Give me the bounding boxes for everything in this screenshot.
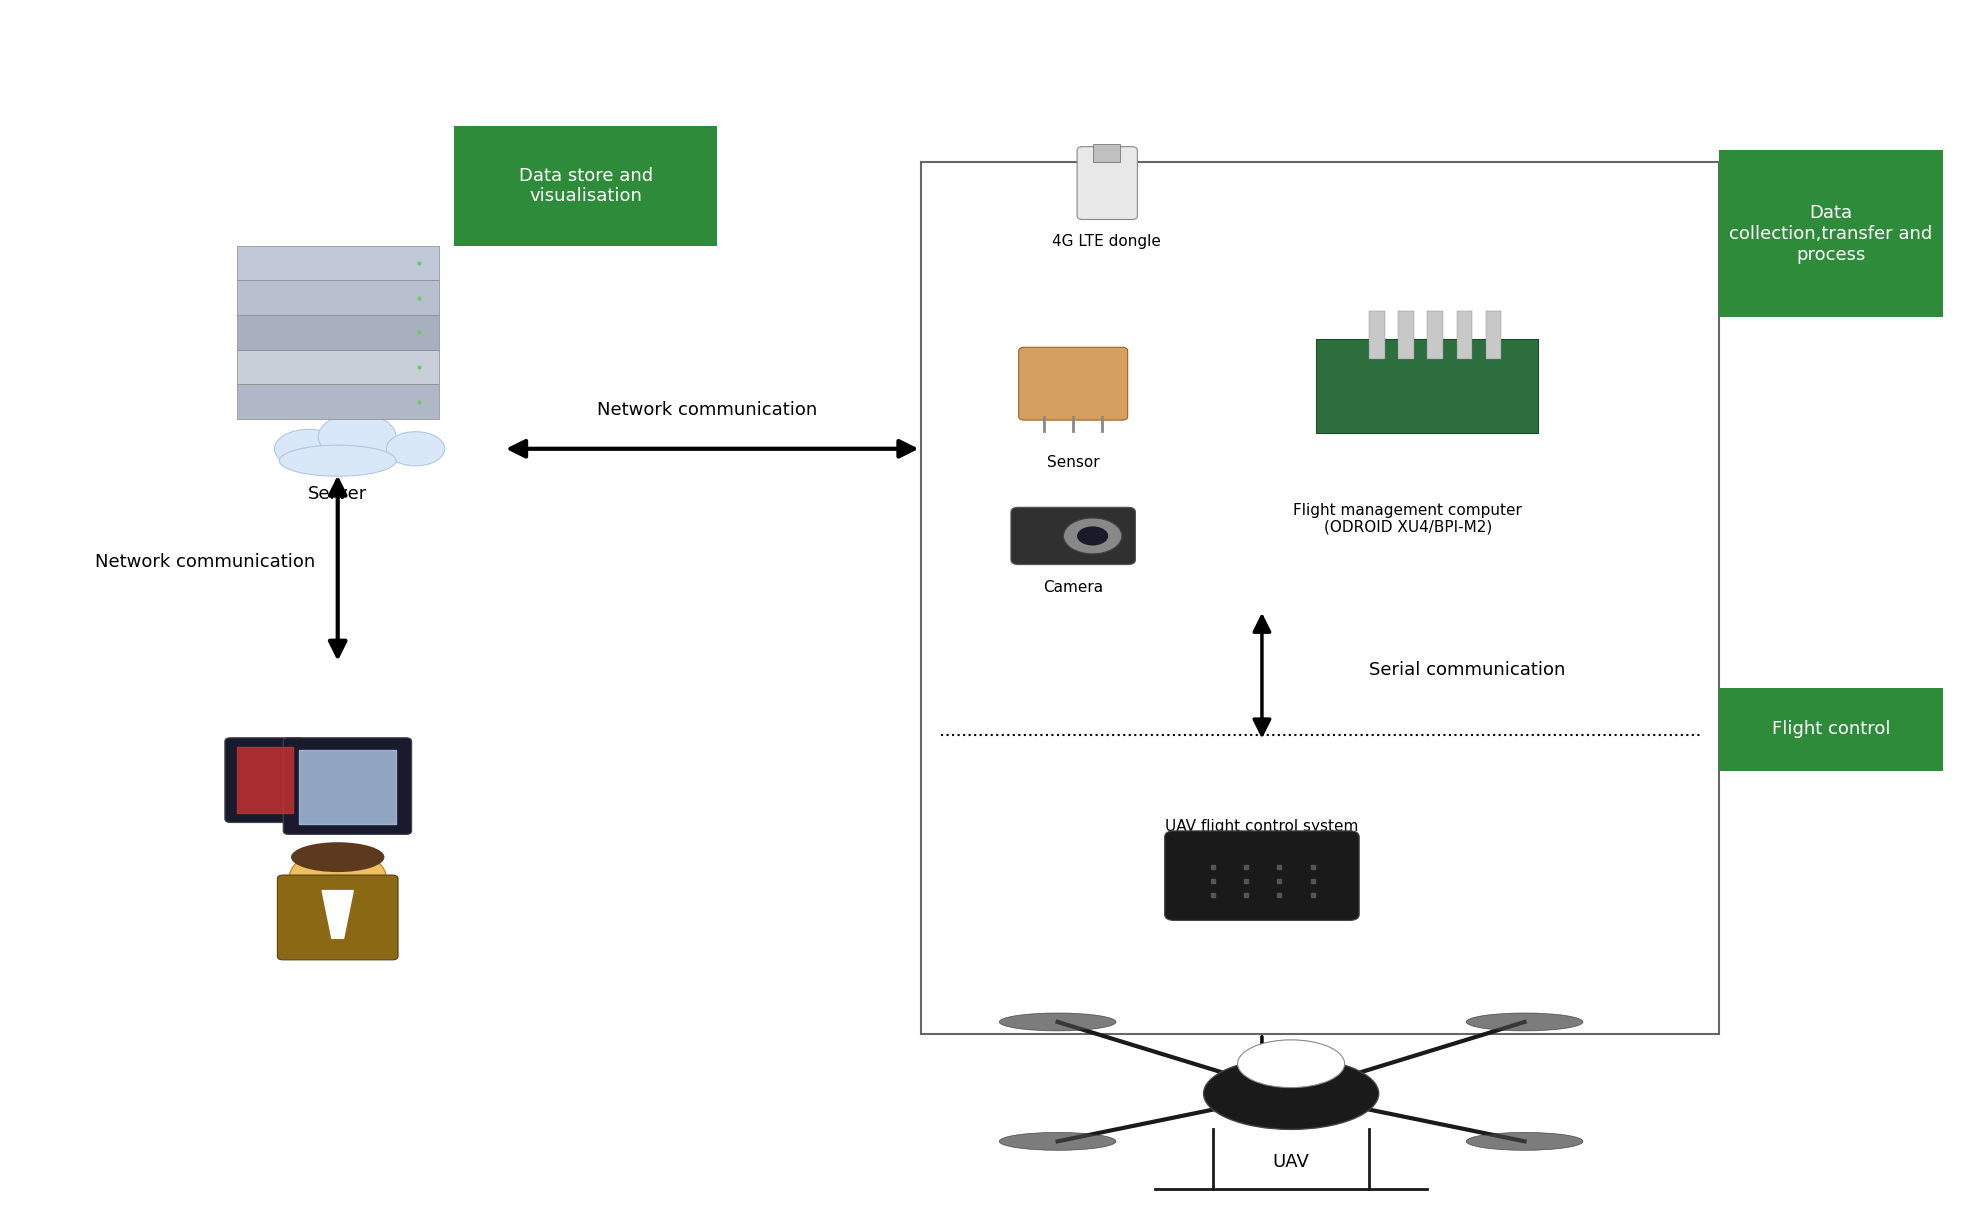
FancyBboxPatch shape — [1718, 687, 1942, 771]
FancyBboxPatch shape — [1077, 146, 1138, 220]
Ellipse shape — [291, 842, 385, 872]
Text: Data
collection,transfer and
process: Data collection,transfer and process — [1730, 204, 1933, 263]
FancyBboxPatch shape — [1011, 507, 1136, 564]
FancyBboxPatch shape — [1317, 339, 1537, 434]
Text: Network communication: Network communication — [598, 401, 818, 419]
FancyBboxPatch shape — [236, 245, 438, 280]
Ellipse shape — [275, 429, 342, 469]
Text: Client: Client — [311, 742, 364, 760]
Circle shape — [289, 849, 387, 908]
FancyBboxPatch shape — [1368, 312, 1384, 359]
Text: 4G LTE dongle: 4G LTE dongle — [1052, 234, 1160, 249]
Ellipse shape — [1467, 1132, 1583, 1150]
Text: Server: Server — [309, 484, 368, 503]
Ellipse shape — [999, 1014, 1117, 1030]
FancyBboxPatch shape — [283, 738, 411, 835]
Text: Sensor: Sensor — [1046, 454, 1099, 470]
Ellipse shape — [1203, 1058, 1378, 1129]
Circle shape — [1064, 518, 1123, 553]
Text: UAV flight control system
Pixhawk(APM 3.3): UAV flight control system Pixhawk(APM 3.… — [1166, 819, 1359, 852]
Text: Data store and
visualisation: Data store and visualisation — [519, 167, 653, 205]
FancyBboxPatch shape — [1093, 144, 1121, 162]
Ellipse shape — [1467, 1014, 1583, 1030]
Circle shape — [1077, 527, 1109, 546]
FancyBboxPatch shape — [1018, 347, 1128, 420]
FancyBboxPatch shape — [277, 875, 397, 960]
Ellipse shape — [279, 446, 395, 476]
FancyBboxPatch shape — [236, 280, 438, 315]
FancyBboxPatch shape — [236, 349, 438, 384]
FancyBboxPatch shape — [1457, 312, 1473, 359]
Text: Camera: Camera — [1044, 580, 1103, 596]
Text: Serial communication: Serial communication — [1368, 661, 1565, 679]
FancyBboxPatch shape — [1718, 150, 1942, 318]
FancyBboxPatch shape — [236, 384, 438, 419]
FancyBboxPatch shape — [1398, 312, 1414, 359]
Ellipse shape — [318, 413, 395, 460]
FancyBboxPatch shape — [224, 738, 305, 823]
Ellipse shape — [1239, 1040, 1345, 1087]
Text: Network communication: Network communication — [94, 553, 315, 571]
Ellipse shape — [999, 1132, 1117, 1150]
FancyBboxPatch shape — [454, 127, 718, 245]
Text: UAV: UAV — [1272, 1154, 1309, 1172]
FancyBboxPatch shape — [1486, 312, 1502, 359]
Text: Flight management computer
(ODROID XU4/BPI-M2): Flight management computer (ODROID XU4/B… — [1294, 503, 1522, 535]
FancyBboxPatch shape — [1164, 831, 1359, 920]
FancyBboxPatch shape — [236, 315, 438, 349]
Text: Flight control: Flight control — [1771, 720, 1889, 738]
Ellipse shape — [387, 431, 444, 466]
Polygon shape — [322, 890, 354, 939]
FancyBboxPatch shape — [1427, 312, 1443, 359]
